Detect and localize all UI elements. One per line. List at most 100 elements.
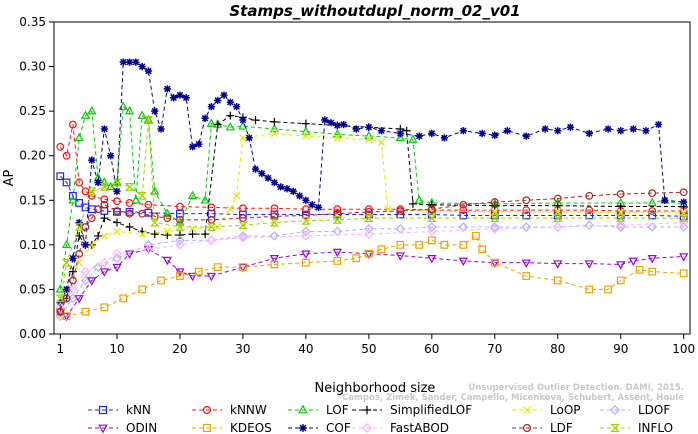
data-point-kdeos <box>119 294 128 303</box>
data-point-cof <box>302 196 310 204</box>
data-point-cof <box>333 121 341 130</box>
data-point-cof <box>214 96 222 105</box>
data-point-inflo <box>678 214 689 223</box>
data-point-cof <box>377 127 386 135</box>
data-point-cof <box>617 127 625 135</box>
data-point-lof <box>364 130 374 140</box>
data-point-cof <box>151 107 159 115</box>
legend-entry-cof: COF <box>288 421 351 434</box>
data-point-cof <box>119 58 127 66</box>
data-point-cof <box>478 129 486 138</box>
data-point-kdeos <box>81 307 90 316</box>
y-tick-label: 0.35 <box>19 15 46 29</box>
data-point-lof <box>269 123 280 133</box>
data-point-odin <box>238 263 248 273</box>
data-point-cof <box>541 125 549 133</box>
data-point-lof <box>150 186 160 195</box>
data-point-cof <box>170 94 178 102</box>
data-point-cof <box>314 203 323 212</box>
data-point-inflo <box>175 223 185 231</box>
data-point-fastabod <box>552 222 563 232</box>
data-point-kdeos <box>176 272 184 280</box>
legend-marker-kdeos <box>202 423 212 433</box>
data-point-knnw <box>364 205 373 214</box>
data-point-ldof <box>458 222 469 232</box>
data-point-cof <box>283 185 291 193</box>
data-point-loop <box>554 208 562 216</box>
data-point-fastabod <box>615 220 626 231</box>
legend-marker-loop <box>523 406 531 414</box>
data-point-lof <box>137 110 147 119</box>
data-point-knn <box>648 211 657 220</box>
data-point-kdeos <box>213 263 222 272</box>
data-point-cof <box>232 103 241 111</box>
data-point-cof <box>503 127 512 135</box>
legend-label-inflo: INFLO <box>638 421 673 434</box>
series-line-loop <box>59 132 684 317</box>
data-point-cof <box>264 174 272 182</box>
data-point-kdeos <box>478 245 487 254</box>
data-point-fastabod <box>206 235 217 246</box>
data-point-loop <box>226 205 235 213</box>
data-point-simplifiedlof <box>188 230 197 239</box>
x-tick-label: 1 <box>56 342 64 356</box>
data-point-kdeos <box>472 232 480 240</box>
data-point-simplifiedlof <box>201 230 210 239</box>
data-point-cof <box>144 67 153 75</box>
data-point-ldf <box>81 223 90 231</box>
data-point-fastabod <box>80 266 91 277</box>
data-point-inflo <box>61 258 72 267</box>
legend-label-odin: ODIN <box>126 421 157 434</box>
data-point-ldof <box>80 275 91 286</box>
data-point-cof <box>75 218 83 227</box>
data-point-kdeos <box>585 285 594 294</box>
data-point-cof <box>220 91 228 99</box>
data-point-ldof <box>427 222 437 232</box>
data-point-odin <box>143 246 154 255</box>
legend-label-ldof: LDOF <box>638 403 670 417</box>
legend-entry-simplifiedlof: SimplifiedLOF <box>352 403 472 417</box>
axes: 0.00 0.05 0.10 0.15 0.20 0.25 0.30 0.35 1 10 20 30 4… <box>19 15 695 356</box>
series-line-kdeos <box>60 235 684 317</box>
data-point-cof <box>289 187 297 196</box>
data-point-cof <box>176 91 184 99</box>
data-point-odin <box>269 254 280 264</box>
citation-watermark-line-2: Campos, Zimek, Sander, Campello, Micenko… <box>342 393 684 403</box>
data-point-cof <box>113 187 121 196</box>
data-point-odin <box>206 272 217 282</box>
data-point-inflo <box>301 216 311 225</box>
data-point-ldof <box>647 222 658 232</box>
data-point-knnw <box>648 207 657 215</box>
citation-watermark-line-1: Unsupervised Outlier Detection. DAMI, 20… <box>468 383 684 393</box>
data-point-odin <box>647 254 657 264</box>
data-point-fastabod <box>238 232 248 243</box>
data-point-odin <box>162 256 172 266</box>
data-point-knnw <box>176 202 184 211</box>
series-line-simplifiedlof <box>59 115 684 310</box>
data-point-inflo <box>206 223 217 231</box>
data-point-loop <box>163 227 172 236</box>
data-point-ldf <box>100 200 109 209</box>
legend-marker-ldf <box>522 423 532 433</box>
data-point-simplifiedlof <box>270 117 279 126</box>
data-point-inflo <box>55 294 66 303</box>
data-point-cof <box>157 125 165 133</box>
data-point-cof <box>258 169 266 178</box>
data-point-ldf <box>301 211 310 220</box>
data-point-lof <box>61 239 72 249</box>
data-point-odin <box>616 261 626 270</box>
data-point-cof <box>251 165 260 173</box>
legend-label-ldf: LDF <box>550 421 573 434</box>
data-point-simplifiedlof <box>163 231 172 240</box>
data-point-lof <box>162 208 172 217</box>
data-point-kdeos <box>194 267 203 276</box>
data-point-kdeos <box>377 245 386 254</box>
legend-label-simplifiedlof: SimplifiedLOF <box>390 403 472 417</box>
data-point-lof <box>301 126 311 135</box>
data-point-inflo <box>99 183 110 191</box>
data-point-knnw <box>100 195 109 204</box>
series-line-ldof <box>59 224 684 317</box>
data-point-cof <box>201 114 209 122</box>
legend-entry-knn: kNN <box>88 403 151 417</box>
y-tick-label: 0.20 <box>19 149 46 163</box>
